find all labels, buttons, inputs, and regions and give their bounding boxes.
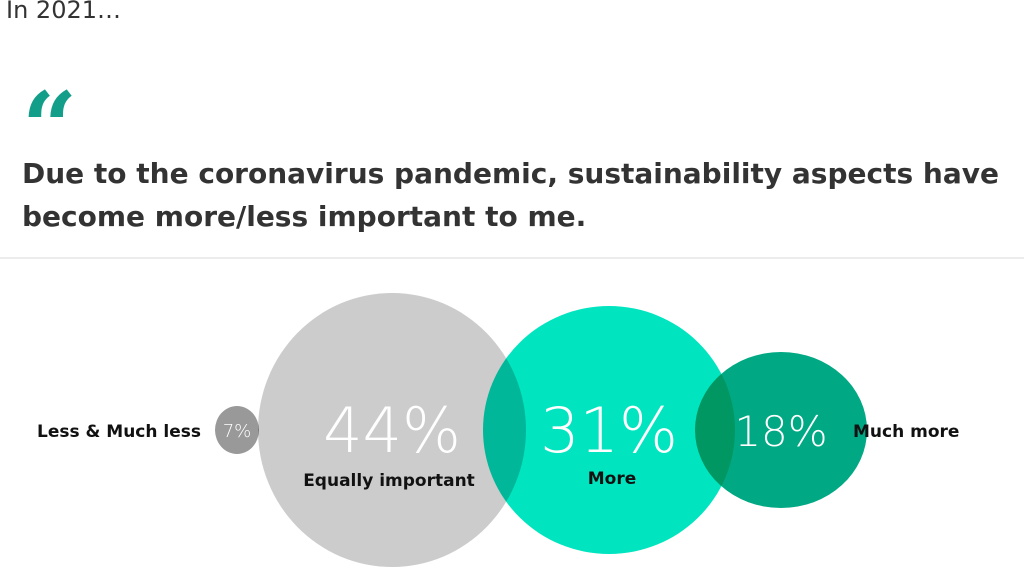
- category-label-equally-important: Equally important: [303, 471, 475, 491]
- category-label-more: More: [588, 469, 637, 489]
- bubble-much-more: [695, 352, 867, 508]
- divider: [0, 257, 1024, 259]
- bubble-more: [483, 306, 735, 554]
- heading: In 2021…: [6, 0, 121, 24]
- category-label-less-much-less: Less & Much less: [37, 422, 201, 442]
- survey-statement: Due to the coronavirus pandemic, sustain…: [22, 157, 999, 233]
- bubble-equally-important: [258, 293, 526, 567]
- bubble-less-much-less: [215, 406, 259, 454]
- value-label-much-more: 18%: [734, 407, 827, 456]
- value-label-more: 31%: [540, 394, 678, 467]
- value-label-equally-important: 44%: [323, 394, 461, 467]
- value-label-less-much-less: 7%: [223, 421, 252, 442]
- category-label-much-more: Much more: [853, 422, 959, 442]
- opening-quote-icon: “: [22, 80, 77, 136]
